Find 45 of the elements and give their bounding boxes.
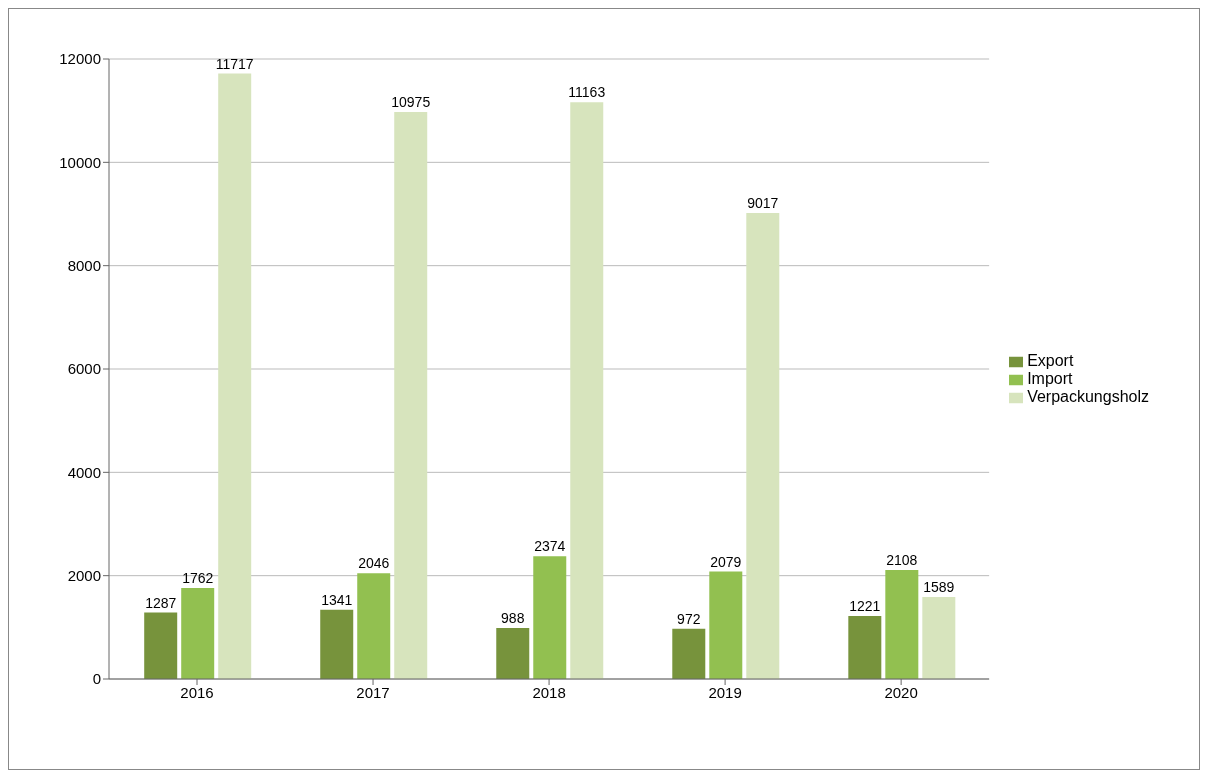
- data-label: 1341: [321, 591, 353, 608]
- data-label: 9017: [747, 195, 779, 212]
- y-tick-label: 0: [92, 670, 101, 688]
- data-label: 2108: [886, 552, 918, 569]
- data-label: 1762: [182, 569, 214, 586]
- x-tick-label: 2018: [532, 683, 566, 701]
- legend-label: Export: [1027, 352, 1074, 369]
- data-label: 1221: [849, 597, 881, 614]
- data-label: 10975: [391, 93, 431, 110]
- data-label: 972: [677, 610, 701, 627]
- data-label: 1287: [145, 594, 177, 611]
- bar: [922, 596, 956, 679]
- data-label: 2046: [358, 555, 390, 572]
- x-tick-label: 2020: [884, 683, 918, 701]
- bar: [672, 628, 706, 679]
- bar: [394, 111, 428, 679]
- bar: [218, 73, 252, 679]
- data-label: 2374: [534, 538, 566, 555]
- data-label: 1589: [923, 578, 955, 595]
- y-tick-label: 4000: [67, 463, 101, 481]
- legend-label: Verpackungsholz: [1027, 388, 1149, 405]
- x-tick-label: 2019: [708, 683, 742, 701]
- legend-label: Import: [1027, 370, 1073, 387]
- x-tick-label: 2017: [356, 683, 390, 701]
- y-tick-label: 8000: [67, 256, 101, 274]
- y-tick-label: 6000: [67, 360, 101, 378]
- bar: [709, 571, 743, 679]
- bar: [570, 102, 604, 679]
- bar: [181, 587, 215, 679]
- bar: [144, 612, 178, 679]
- data-label: 988: [501, 609, 525, 626]
- bar: [496, 627, 530, 679]
- y-tick-label: 10000: [59, 153, 101, 171]
- bar: [357, 573, 391, 679]
- data-label: 2079: [710, 553, 742, 570]
- bar: [320, 609, 354, 679]
- data-label: 11163: [568, 84, 606, 101]
- data-label: 11717: [215, 55, 254, 72]
- bar: [885, 570, 919, 679]
- bar: [746, 213, 780, 679]
- x-tick-label: 2016: [180, 683, 214, 701]
- bar: [533, 556, 567, 679]
- y-tick-label: 12000: [59, 50, 101, 68]
- y-tick-label: 2000: [67, 566, 101, 584]
- bar: [848, 615, 882, 679]
